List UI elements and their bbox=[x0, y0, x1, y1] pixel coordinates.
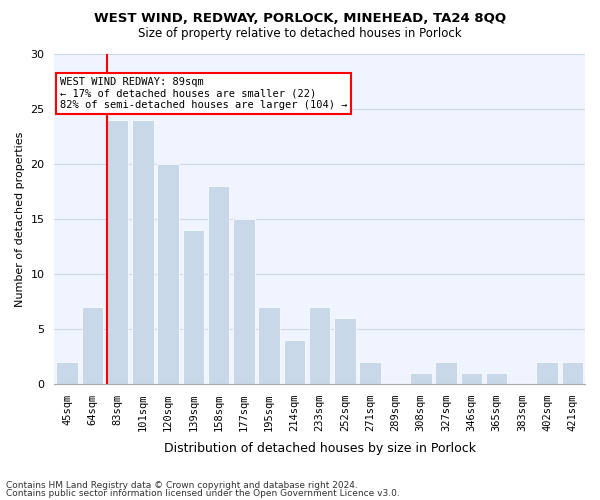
Text: WEST WIND REDWAY: 89sqm
← 17% of detached houses are smaller (22)
82% of semi-de: WEST WIND REDWAY: 89sqm ← 17% of detache… bbox=[60, 77, 347, 110]
Bar bbox=[410, 372, 431, 384]
Bar bbox=[208, 186, 229, 384]
Text: Contains public sector information licensed under the Open Government Licence v3: Contains public sector information licen… bbox=[6, 488, 400, 498]
Bar bbox=[334, 318, 356, 384]
Bar bbox=[562, 362, 583, 384]
X-axis label: Distribution of detached houses by size in Porlock: Distribution of detached houses by size … bbox=[164, 442, 476, 455]
Bar bbox=[107, 120, 128, 384]
Text: Contains HM Land Registry data © Crown copyright and database right 2024.: Contains HM Land Registry data © Crown c… bbox=[6, 481, 358, 490]
Bar bbox=[56, 362, 78, 384]
Text: Size of property relative to detached houses in Porlock: Size of property relative to detached ho… bbox=[138, 28, 462, 40]
Text: WEST WIND, REDWAY, PORLOCK, MINEHEAD, TA24 8QQ: WEST WIND, REDWAY, PORLOCK, MINEHEAD, TA… bbox=[94, 12, 506, 26]
Bar bbox=[259, 306, 280, 384]
Bar bbox=[132, 120, 154, 384]
Bar bbox=[536, 362, 558, 384]
Bar bbox=[309, 306, 331, 384]
Bar bbox=[461, 372, 482, 384]
Bar bbox=[157, 164, 179, 384]
Bar bbox=[233, 219, 254, 384]
Bar bbox=[182, 230, 204, 384]
Bar bbox=[435, 362, 457, 384]
Bar bbox=[486, 372, 508, 384]
Bar bbox=[82, 306, 103, 384]
Bar bbox=[359, 362, 381, 384]
Y-axis label: Number of detached properties: Number of detached properties bbox=[15, 131, 25, 306]
Bar bbox=[284, 340, 305, 384]
